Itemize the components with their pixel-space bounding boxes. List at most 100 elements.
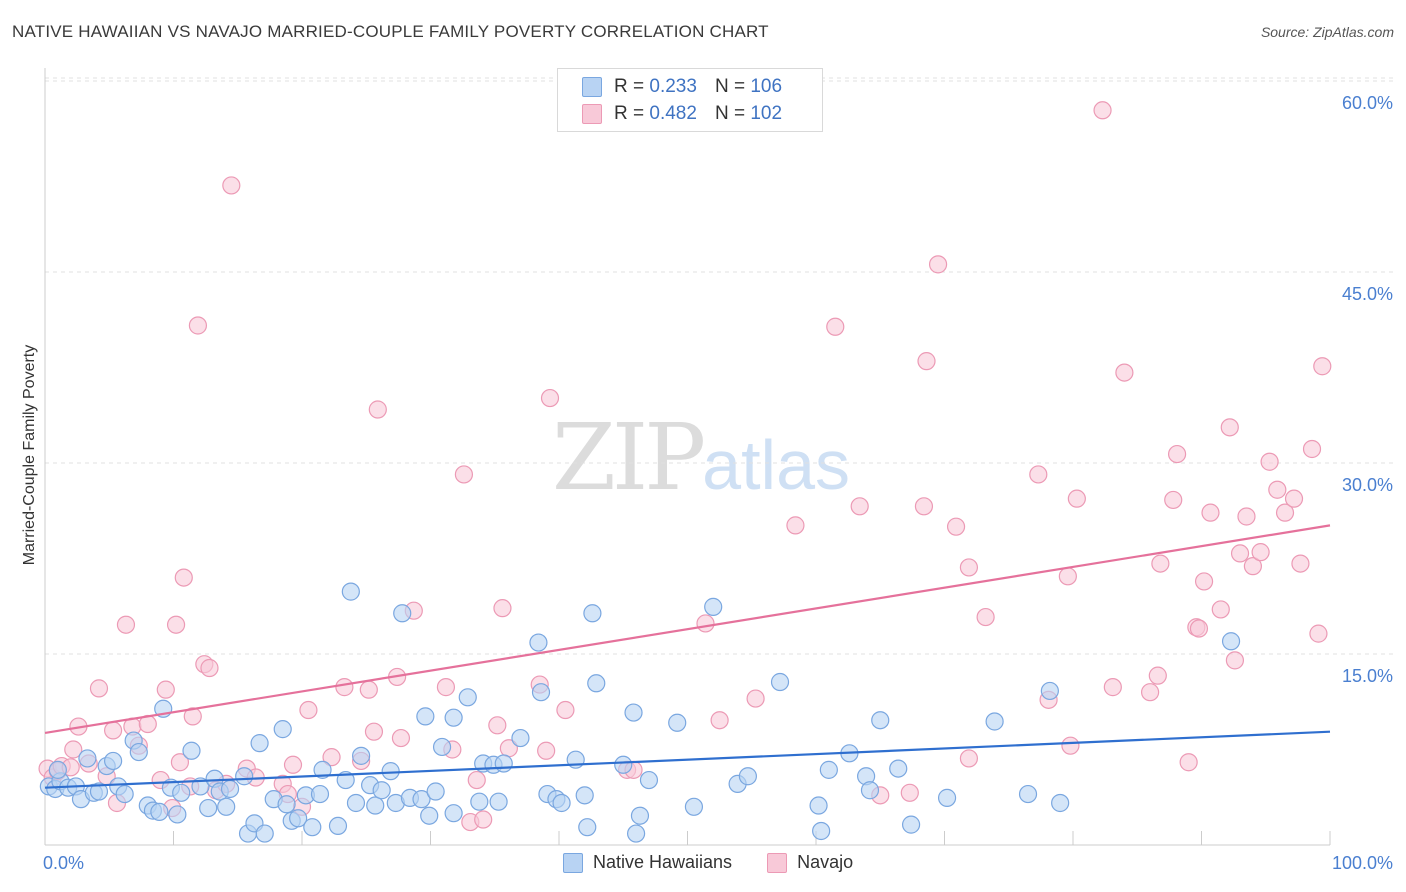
navajo-point: [104, 721, 123, 740]
native-hawaiians-point: [412, 790, 431, 809]
navajo-point: [493, 599, 512, 618]
source-credit: Source: ZipAtlas.com: [1260, 24, 1394, 40]
y-tick-label: 15.0%: [1342, 666, 1393, 686]
navajo-point: [436, 678, 456, 697]
native-hawaiians-point: [511, 728, 530, 748]
native-hawaiians-point: [150, 802, 169, 821]
native-hawaiians-trend-line: [44, 730, 1331, 789]
navajo-point: [1302, 439, 1322, 459]
legend-row-navajo: R = 0.482 N = 102: [582, 102, 782, 126]
native-hawaiians-point: [860, 781, 880, 800]
native-hawaiians-point: [444, 708, 463, 727]
native-hawaiians-point: [871, 711, 890, 730]
navajo-point: [917, 352, 936, 371]
native-hawaiians-point: [639, 770, 659, 790]
x-tick-label: 0.0%: [43, 853, 84, 873]
navajo-point: [283, 755, 303, 774]
navajo-point: [786, 516, 805, 535]
native-hawaiians-point: [393, 604, 412, 623]
native-hawaiians-point: [352, 746, 371, 765]
navajo-point: [1220, 418, 1239, 437]
native-hawaiians-point: [78, 749, 97, 768]
y-tick-label: 60.0%: [1342, 93, 1393, 113]
native-hawaiians-point: [529, 633, 548, 652]
native-hawaiians-point: [199, 798, 218, 818]
native-hawaiians-point: [704, 597, 723, 616]
navajo-point: [1179, 753, 1198, 772]
native-hawaiians-point: [470, 792, 489, 811]
native-hawaiians-point: [172, 783, 191, 802]
native-hawaiians-point: [310, 784, 330, 804]
legend-r-label: R =: [614, 76, 645, 97]
native-hawaiians-point: [812, 821, 831, 841]
navajo-point: [1029, 465, 1048, 484]
legend-n-label: N =: [714, 76, 746, 97]
native-hawaiians-point: [1040, 681, 1059, 701]
navajo-point: [359, 680, 378, 699]
navajo-point: [299, 700, 318, 720]
navajo-point: [174, 568, 193, 587]
navajo-point: [1309, 624, 1328, 643]
legend-swatch-pink: [767, 852, 788, 873]
navajo-point: [1151, 554, 1170, 573]
navajo-point: [746, 689, 765, 708]
native-hawaiians-point: [458, 688, 477, 707]
native-hawaiians-point: [624, 703, 643, 722]
native-hawaiians-point: [668, 713, 687, 732]
navajo-point: [1093, 101, 1112, 120]
y-tick-label: 30.0%: [1342, 475, 1393, 495]
native-hawaiians-point: [489, 792, 508, 811]
navajo-point: [710, 711, 729, 730]
navajo-point: [156, 680, 175, 699]
native-hawaiians-point: [531, 683, 551, 702]
native-hawaiians-point: [583, 604, 602, 623]
native-hawaiians-point: [341, 582, 360, 601]
navajo-point: [1058, 567, 1077, 586]
native-hawaiians-point: [575, 786, 594, 805]
native-hawaiians-point: [432, 737, 452, 757]
native-hawaiians-point: [738, 767, 757, 786]
native-hawaiians-point: [303, 818, 322, 837]
navajo-point: [1243, 557, 1263, 576]
navajo-point: [1194, 572, 1214, 591]
legend-item-native-hawaiians[interactable]: Native Hawaiians: [563, 852, 732, 873]
native-hawaiians-point: [277, 795, 296, 814]
navajo-point: [335, 678, 354, 697]
navajo-point: [166, 615, 186, 634]
navajo-point: [222, 176, 241, 195]
navajo-point: [1251, 543, 1270, 562]
native-hawaiians-point: [426, 782, 445, 801]
legend-item-navajo[interactable]: Navajo: [767, 852, 853, 873]
legend-swatch-blue: [582, 76, 602, 97]
navajo-point: [1189, 619, 1209, 638]
native-hawaiians-point: [273, 720, 292, 739]
native-hawaiians-point: [420, 806, 439, 825]
watermark-zip: ZIP: [552, 404, 706, 511]
legend-r-value: 0.233: [649, 76, 697, 97]
navajo-point: [391, 728, 411, 748]
navajo-point: [914, 497, 934, 516]
navajo-point: [1103, 678, 1122, 697]
native-hawaiians-point: [289, 809, 308, 828]
native-hawaiians-point: [684, 797, 704, 816]
navajo-point: [696, 614, 715, 633]
legend-label-native-hawaiians: Native Hawaiians: [593, 851, 733, 872]
native-hawaiians-point: [250, 734, 269, 753]
navajo-point: [959, 749, 979, 768]
navajo-point: [959, 558, 979, 577]
native-hawaiians-point: [770, 672, 790, 692]
native-hawaiians-point: [89, 782, 109, 801]
navajo-point: [540, 388, 560, 408]
native-hawaiians-point: [630, 806, 650, 825]
chart-title: NATIVE HAWAIIAN VS NAVAJO MARRIED-COUPLE…: [12, 22, 769, 41]
legend-r-value: 0.482: [649, 103, 697, 124]
navajo-point: [1225, 651, 1245, 670]
navajo-point: [946, 517, 966, 536]
navajo-point: [900, 783, 919, 802]
navajo-point: [1140, 683, 1160, 702]
native-hawaiians-point: [416, 707, 435, 726]
navajo-point: [1211, 600, 1230, 619]
navajo-point: [183, 707, 202, 726]
watermark-atlas: atlas: [702, 426, 851, 504]
legend-n-value: 106: [750, 76, 783, 97]
